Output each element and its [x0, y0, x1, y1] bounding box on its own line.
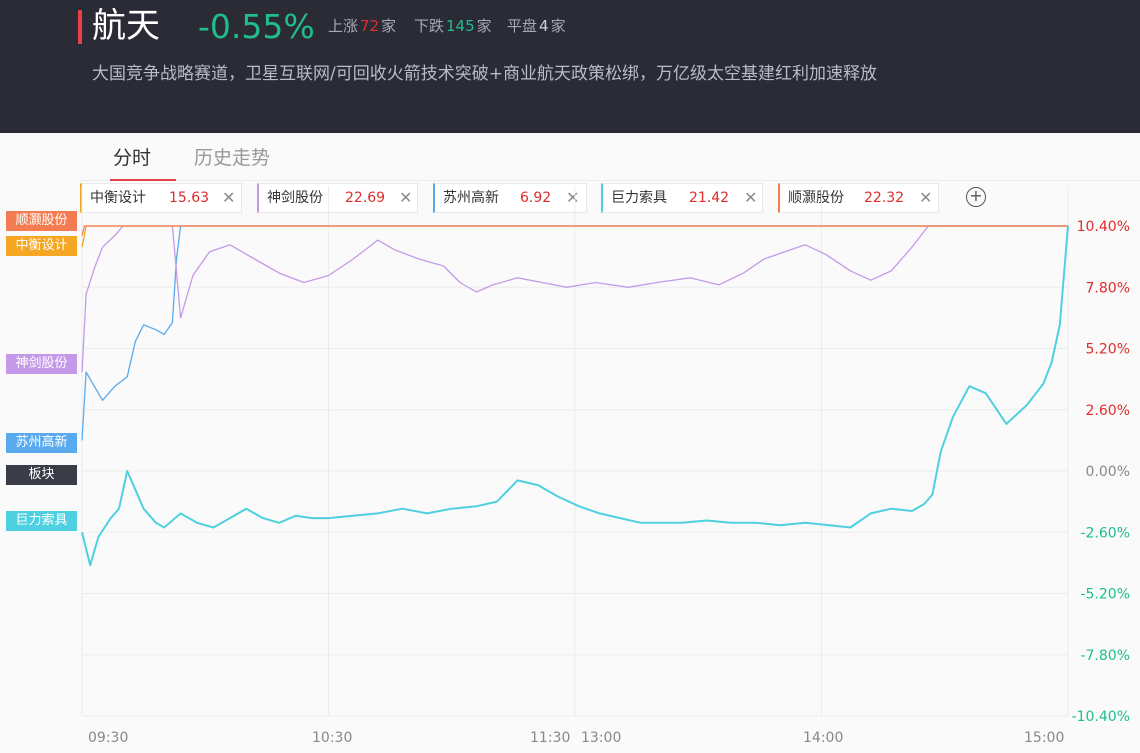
y-tick-label: -7.80% [1080, 648, 1130, 664]
decliners-stat: 下跌 145 家 [414, 16, 492, 36]
stock-chip-name: 神剑股份 [267, 190, 323, 206]
stock-chip-price: 15.63 [169, 190, 210, 206]
y-tick-label: 5.20% [1086, 342, 1130, 358]
series-tag: 巨力索具 [6, 511, 77, 531]
stock-chip-price: 22.69 [345, 190, 386, 206]
series-tag: 苏州高新 [6, 433, 77, 453]
x-tick-label: 09:30 [88, 730, 128, 746]
tab-intraday[interactable]: 分时 [113, 147, 152, 169]
sector-change: -0.55% [198, 7, 315, 46]
series-tag: 神剑股份 [6, 354, 77, 374]
series-tag: 顺灏股份 [6, 211, 77, 231]
sector-title: 航天 [92, 6, 160, 46]
y-tick-label: 0.00% [1086, 464, 1130, 480]
close-icon[interactable]: ✕ [919, 188, 933, 207]
series-line [81, 225, 1069, 567]
title-accent-bar [78, 10, 82, 44]
close-icon[interactable]: ✕ [744, 188, 758, 207]
advancers-label: 上涨 [328, 17, 359, 35]
stock-chip-price: 22.32 [864, 190, 905, 206]
x-tick-label: 14:00 [803, 730, 843, 746]
decliners-unit: 家 [476, 17, 492, 35]
stock-chip[interactable]: 神剑股份 22.69 ✕ [257, 183, 418, 213]
decliners-count: 145 [446, 17, 475, 35]
tab-history[interactable]: 历史走势 [194, 147, 271, 169]
active-tab-indicator [110, 179, 176, 181]
sector-description: 大国竞争战略赛道，卫星互联网/可回收火箭技术突破+商业航天政策松绑，万亿级太空基… [92, 64, 877, 84]
sector-header: 航天 -0.55% 上涨 72 家 下跌 145 家 平盘 4 家 大国竞争战略赛道，卫星互… [0, 0, 1140, 133]
stock-chip-name: 苏州高新 [443, 190, 499, 206]
y-tick-label: -5.20% [1080, 587, 1130, 603]
advancers-stat: 上涨 72 家 [328, 16, 396, 36]
close-icon[interactable]: ✕ [399, 188, 413, 207]
add-stock-button[interactable]: + [966, 187, 986, 207]
stock-chip-name: 中衡设计 [90, 190, 146, 206]
x-tick-label: 10:30 [312, 730, 352, 746]
close-icon[interactable]: ✕ [566, 188, 580, 207]
series-tag: 中衡设计 [6, 236, 77, 256]
advancers-count: 72 [360, 17, 380, 35]
x-tick-label: 11:30 [530, 730, 570, 746]
y-tick-label: 10.40% [1077, 219, 1130, 235]
series-tag: 板块 [6, 465, 77, 485]
x-tick-label: 13:00 [581, 730, 621, 746]
stock-chip-price: 21.42 [689, 190, 730, 206]
unchanged-stat: 平盘 4 家 [507, 16, 566, 36]
stock-chip[interactable]: 苏州高新 6.92 ✕ [433, 183, 587, 213]
y-tick-label: -2.60% [1080, 525, 1130, 541]
stock-chip[interactable]: 巨力索具 21.42 ✕ [601, 183, 763, 213]
x-tick-label: 15:00 [1024, 730, 1064, 746]
close-icon[interactable]: ✕ [222, 188, 236, 207]
decliners-label: 下跌 [414, 17, 445, 35]
stock-chip[interactable]: 中衡设计 15.63 ✕ [80, 183, 242, 213]
add-icon: + [969, 186, 983, 205]
stock-chip-name: 巨力索具 [611, 190, 667, 206]
unchanged-count: 4 [539, 17, 549, 35]
series-line [81, 225, 1068, 373]
stock-chip-price: 6.92 [520, 190, 552, 206]
stock-chip[interactable]: 顺灏股份 22.32 ✕ [778, 183, 939, 213]
unchanged-label: 平盘 [507, 17, 538, 35]
y-tick-label: 2.60% [1086, 403, 1130, 419]
stock-chip-name: 顺灏股份 [788, 190, 844, 206]
tab-bar: 分时 历史走势 [80, 133, 1140, 181]
unchanged-unit: 家 [550, 17, 566, 35]
series-line [81, 225, 1068, 236]
y-tick-label: -10.40% [1072, 709, 1130, 725]
advancers-unit: 家 [381, 17, 397, 35]
y-tick-label: 7.80% [1086, 280, 1130, 296]
